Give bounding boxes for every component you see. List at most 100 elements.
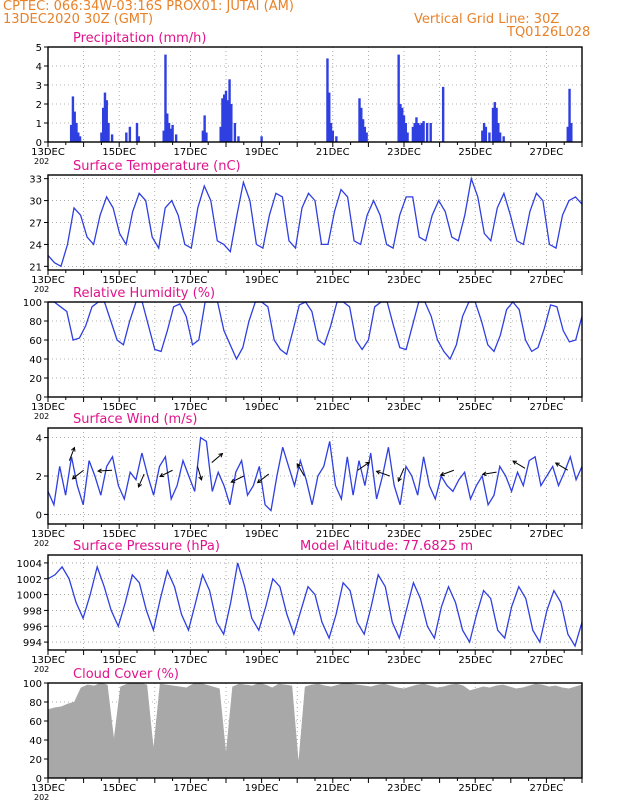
x-date-label: 27DEC: [530, 529, 564, 540]
panel-5: 0 20 40 60 80 100 13DEC 15DEC 17DEC 19DEC 21DEC 23D…: [23, 667, 583, 800]
wind-arrow: [296, 463, 305, 477]
panel-2: 0 20 40 60 80 100 13DEC 15DEC 17DEC 19DEC 21DEC 23D…: [23, 286, 583, 421]
x-date-label: 13DEC: [31, 655, 65, 666]
x-date-label: 21DEC: [316, 783, 350, 794]
y-tick-label: 5: [36, 43, 42, 54]
precip-bar: [488, 132, 491, 142]
precip-bar: [71, 96, 75, 142]
precip-bar: [358, 98, 361, 142]
wind-arrow-head: [218, 452, 224, 458]
y-tick-label: 24: [29, 240, 42, 251]
wind-arrow: [376, 470, 390, 477]
y-tick-label: 40: [29, 355, 42, 366]
y-tick-label: 4: [36, 62, 42, 73]
y-tick-label: 60: [29, 717, 42, 728]
precip-bar: [75, 123, 78, 142]
precip-bar: [441, 86, 445, 142]
precip-bar: [233, 123, 237, 142]
x-date-label: 27DEC: [530, 275, 564, 286]
precip-bar: [399, 104, 402, 142]
x-date-label: 13DEC: [31, 529, 65, 540]
panel-title: Precipitation (mm/h): [73, 31, 206, 46]
precip-bar: [415, 117, 418, 142]
y-tick-label: 996: [23, 622, 42, 633]
x-date-label: 15DEC: [102, 655, 136, 666]
wind-arrow-head: [71, 446, 76, 452]
precip-bar: [329, 123, 333, 142]
x-date-label: 15DEC: [102, 529, 136, 540]
precip-bar: [167, 123, 171, 142]
precip-bar: [406, 132, 409, 142]
precip-bar: [205, 132, 208, 142]
series-line: [47, 176, 583, 268]
x-date-label: 23DEC: [387, 402, 421, 413]
y-tick-label: 994: [23, 638, 42, 649]
x-year-label: 202: [34, 285, 49, 294]
y-tick-label: 0: [36, 393, 42, 404]
x-date-label: 19DEC: [245, 275, 279, 286]
y-tick-label: 1: [36, 119, 42, 130]
x-date-label: 17DEC: [174, 275, 208, 286]
wind-arrow-head: [554, 462, 560, 467]
y-tick-label: 3: [36, 81, 42, 92]
wind-arrow: [257, 473, 270, 484]
header-grid-note: Vertical Grid Line: 30Z: [414, 12, 560, 27]
panel-title: Surface Pressure (hPa): [73, 539, 220, 554]
x-date-label: 27DEC: [530, 783, 564, 794]
x-date-label: 17DEC: [174, 147, 208, 158]
precip-bar: [137, 136, 140, 142]
x-date-label: 23DEC: [387, 147, 421, 158]
precip-bar: [110, 134, 114, 142]
precip-bar: [413, 123, 416, 142]
precip-bar: [570, 123, 573, 142]
wind-arrow: [482, 471, 497, 475]
precip-bar: [497, 123, 500, 142]
x-date-label: 27DEC: [530, 147, 564, 158]
precip-bar: [260, 136, 263, 142]
precip-bar: [493, 102, 496, 142]
panel-annotation: Model Altitude: 77.6825 m: [300, 539, 473, 554]
header-date: 13DEC2020 30Z (GMT): [3, 12, 154, 27]
x-date-label: 19DEC: [245, 402, 279, 413]
y-tick-label: 20: [29, 755, 42, 766]
x-date-label: 27DEC: [530, 402, 564, 413]
x-date-label: 21DEC: [316, 147, 350, 158]
precip-bar: [401, 107, 404, 142]
x-date-label: 19DEC: [245, 655, 279, 666]
x-date-label: 21DEC: [316, 402, 350, 413]
x-date-label: 25DEC: [458, 402, 492, 413]
y-tick-label: 100: [23, 298, 42, 309]
wind-arrow: [138, 473, 145, 488]
x-date-label: 25DEC: [458, 529, 492, 540]
x-date-label: 13DEC: [31, 402, 65, 413]
precip-bar: [328, 92, 331, 142]
wind-arrow: [555, 462, 569, 471]
x-year-label: 202: [34, 412, 49, 421]
y-tick-label: 21: [29, 262, 42, 273]
precip-bar: [125, 132, 128, 142]
precip-bar: [166, 113, 169, 142]
y-tick-label: 20: [29, 374, 42, 385]
precip-bar: [203, 115, 206, 142]
precip-bar: [331, 130, 334, 142]
wind-arrow-head: [439, 471, 445, 477]
y-tick-label: 4: [36, 434, 42, 445]
x-date-label: 15DEC: [102, 147, 136, 158]
wind-arrow-head: [397, 477, 402, 483]
y-tick-label: 30: [29, 197, 42, 208]
precip-bar: [237, 136, 240, 142]
x-date-label: 17DEC: [174, 402, 208, 413]
x-date-label: 27DEC: [530, 655, 564, 666]
precip-bar: [418, 124, 422, 142]
y-tick-label: 40: [29, 736, 42, 747]
precip-bar: [101, 107, 105, 142]
wind-arrow: [357, 461, 370, 471]
panel-frame: [47, 46, 583, 143]
precip-bar: [402, 115, 406, 142]
y-tick-label: 0: [36, 138, 42, 149]
precip-bar: [361, 119, 365, 142]
panel-title: Cloud Cover (%): [73, 667, 179, 682]
wind-arrow-head: [365, 461, 371, 467]
cloud-cover-area: [47, 682, 583, 779]
x-date-label: 21DEC: [316, 275, 350, 286]
